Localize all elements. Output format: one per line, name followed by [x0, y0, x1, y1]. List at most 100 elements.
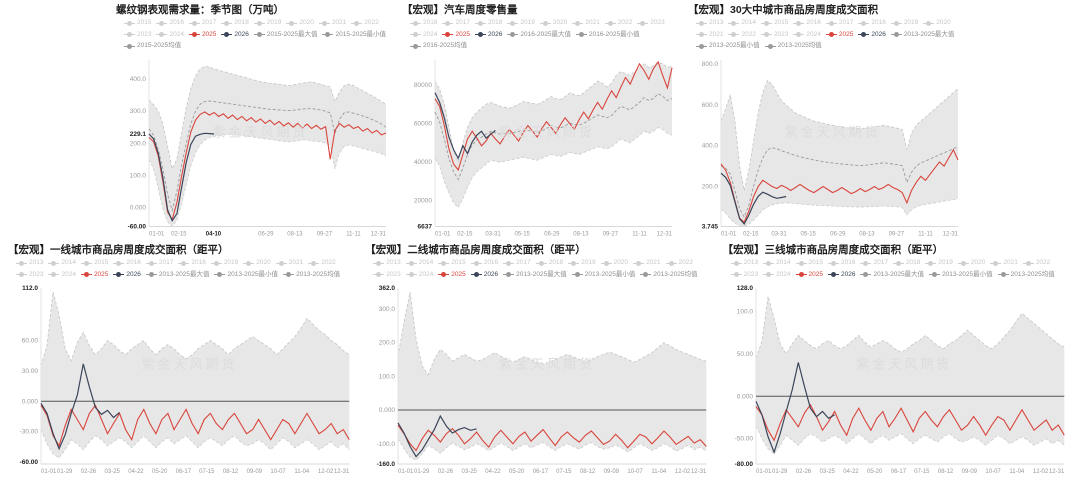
legend-item-2026[interactable]: 2026: [470, 270, 498, 281]
legend-item-2024[interactable]: 2024: [156, 30, 184, 41]
legend-item-2013-2025均值[interactable]: 2013-2025均值: [764, 41, 822, 52]
legend-item-2018[interactable]: 2018: [474, 18, 502, 29]
legend-item-2019[interactable]: 2019: [253, 18, 281, 29]
legend-item-2015[interactable]: 2015: [760, 18, 788, 29]
legend-item-2025[interactable]: 2025: [188, 30, 216, 41]
legend-item-2023[interactable]: 2023: [16, 270, 43, 281]
legend-item-2016[interactable]: 2016: [410, 18, 437, 29]
legend-item-2014[interactable]: 2014: [405, 258, 433, 269]
legend-item-2018[interactable]: 2018: [178, 258, 206, 269]
legend-item-2014[interactable]: 2014: [48, 258, 76, 269]
legend-item-2018[interactable]: 2018: [535, 258, 563, 269]
legend-item-2017[interactable]: 2017: [145, 258, 173, 269]
legend-item-2017[interactable]: 2017: [825, 18, 853, 29]
legend-item-2013-2025最大值[interactable]: 2013-2025最大值: [860, 270, 924, 281]
legend-item-2021[interactable]: 2021: [318, 18, 346, 29]
legend-item-2021[interactable]: 2021: [572, 18, 600, 29]
legend-item-2013-2025均值[interactable]: 2013-2025均值: [640, 270, 697, 281]
legend-item-2017[interactable]: 2017: [860, 258, 888, 269]
legend-item-2016[interactable]: 2016: [113, 258, 141, 269]
x-tick-label: 07-15: [914, 469, 930, 475]
x-tick-label: 05-20: [152, 469, 168, 475]
legend-item-2013[interactable]: 2013: [730, 258, 758, 269]
legend-item-2016-2025均值[interactable]: 2016-2025均值: [410, 41, 467, 52]
legend-item-2023[interactable]: 2023: [124, 30, 151, 41]
legend-item-2021[interactable]: 2021: [696, 30, 723, 41]
legend-item-2015-2025最大值[interactable]: 2015-2025最大值: [253, 30, 317, 41]
legend-item-2016-2025最大值[interactable]: 2016-2025最大值: [507, 30, 571, 41]
legend-item-2013-2025最大值[interactable]: 2013-2025最大值: [890, 30, 954, 41]
legend-item-2016[interactable]: 2016: [156, 18, 184, 29]
legend-item-2016[interactable]: 2016: [793, 18, 821, 29]
legend-item-2020[interactable]: 2020: [600, 258, 628, 269]
legend-item-2023[interactable]: 2023: [637, 18, 665, 29]
legend-item-2023[interactable]: 2023: [730, 270, 758, 281]
legend-item-2018[interactable]: 2018: [858, 18, 886, 29]
legend-item-2026[interactable]: 2026: [828, 270, 855, 281]
series-max-line: [434, 60, 673, 164]
legend-item-2014[interactable]: 2014: [728, 18, 756, 29]
legend-item-2017[interactable]: 2017: [503, 258, 531, 269]
legend-item-2024[interactable]: 2024: [405, 270, 433, 281]
legend-item-2016[interactable]: 2016: [470, 258, 498, 269]
legend-item-2021[interactable]: 2021: [275, 258, 303, 269]
legend-item-2022[interactable]: 2022: [728, 30, 756, 41]
legend-item-2026[interactable]: 2026: [221, 30, 249, 41]
legend-item-2026[interactable]: 2026: [113, 270, 141, 281]
legend-item-2026[interactable]: 2026: [858, 30, 886, 41]
legend-item-2019[interactable]: 2019: [210, 258, 238, 269]
legend-item-2013[interactable]: 2013: [696, 18, 723, 29]
legend-item-2020[interactable]: 2020: [539, 18, 567, 29]
legend-item-2017[interactable]: 2017: [442, 18, 470, 29]
legend-item-2022[interactable]: 2022: [1022, 258, 1050, 269]
legend-item-2021[interactable]: 2021: [990, 258, 1018, 269]
legend-item-2025[interactable]: 2025: [438, 270, 466, 281]
legend-item-2022[interactable]: 2022: [351, 18, 379, 29]
legend-item-2025[interactable]: 2025: [80, 270, 108, 281]
legend-item-2017[interactable]: 2017: [188, 18, 216, 29]
legend-item-2016[interactable]: 2016: [828, 258, 855, 269]
legend-item-2024[interactable]: 2024: [48, 270, 76, 281]
legend-item-2020[interactable]: 2020: [286, 18, 314, 29]
legend-item-2020[interactable]: 2020: [923, 18, 951, 29]
legend-item-2015[interactable]: 2015: [124, 18, 151, 29]
legend-item-2020[interactable]: 2020: [957, 258, 985, 269]
legend-item-2021[interactable]: 2021: [633, 258, 661, 269]
legend-item-2025[interactable]: 2025: [442, 30, 470, 41]
legend-item-2026[interactable]: 2026: [474, 30, 502, 41]
legend-item-2018[interactable]: 2018: [221, 18, 249, 29]
legend-item-2019[interactable]: 2019: [890, 18, 918, 29]
legend-item-2022[interactable]: 2022: [665, 258, 693, 269]
legend-item-2025[interactable]: 2025: [825, 30, 853, 41]
legend-item-2023[interactable]: 2023: [760, 30, 788, 41]
legend-item-2013[interactable]: 2013: [373, 258, 401, 269]
legend-item-2025[interactable]: 2025: [795, 270, 823, 281]
legend-item-2013-2025最小值[interactable]: 2013-2025最小值: [214, 270, 278, 281]
legend-item-2015[interactable]: 2015: [795, 258, 823, 269]
legend-item-2014[interactable]: 2014: [763, 258, 791, 269]
legend-item-2020[interactable]: 2020: [243, 258, 271, 269]
legend-item-2016-2025最小值[interactable]: 2016-2025最小值: [576, 30, 640, 41]
legend-item-2013-2025均值[interactable]: 2013-2025均值: [997, 270, 1055, 281]
legend-item-2013-2025最小值[interactable]: 2013-2025最小值: [929, 270, 993, 281]
legend-item-2013-2025最小值[interactable]: 2013-2025最小值: [696, 41, 760, 52]
legend-item-2019[interactable]: 2019: [568, 258, 596, 269]
legend-item-2024[interactable]: 2024: [793, 30, 821, 41]
legend-item-2013[interactable]: 2013: [16, 258, 43, 269]
legend-item-2024[interactable]: 2024: [763, 270, 791, 281]
legend-item-2019[interactable]: 2019: [925, 258, 953, 269]
legend-item-2015-2025均值[interactable]: 2015-2025均值: [124, 41, 181, 52]
legend-item-2022[interactable]: 2022: [604, 18, 632, 29]
legend-item-2019[interactable]: 2019: [507, 18, 535, 29]
legend-item-2015[interactable]: 2015: [80, 258, 108, 269]
legend-item-2013-2025最大值[interactable]: 2013-2025最大值: [503, 270, 567, 281]
legend-item-2022[interactable]: 2022: [308, 258, 336, 269]
legend-item-2013-2025最大值[interactable]: 2013-2025最大值: [145, 270, 209, 281]
legend-item-2015-2025最小值[interactable]: 2015-2025最小值: [322, 30, 386, 41]
legend-item-2018[interactable]: 2018: [892, 258, 920, 269]
legend-item-2013-2025最小值[interactable]: 2013-2025最小值: [571, 270, 635, 281]
legend-item-2013-2025均值[interactable]: 2013-2025均值: [283, 270, 340, 281]
legend-item-2023[interactable]: 2023: [373, 270, 401, 281]
legend-item-2024[interactable]: 2024: [410, 30, 437, 41]
legend-item-2015[interactable]: 2015: [438, 258, 466, 269]
